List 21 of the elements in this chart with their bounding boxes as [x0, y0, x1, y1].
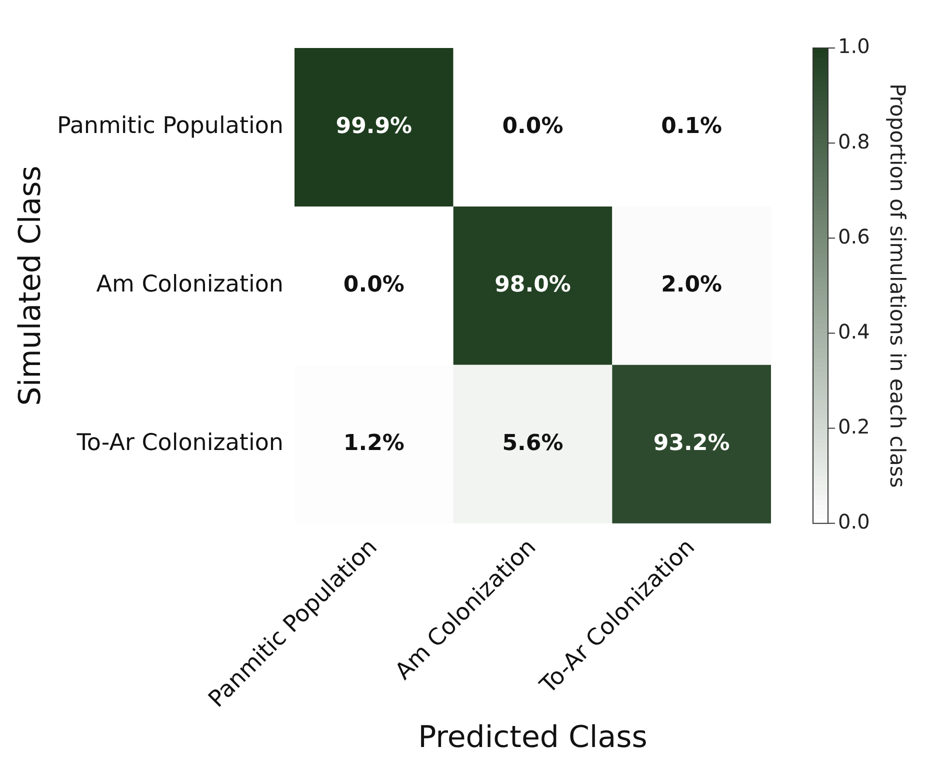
data-label: 1.2% — [343, 430, 404, 456]
y-tick-label: Am Colonization — [96, 272, 284, 298]
color-bar-label: 0.4 — [838, 319, 870, 344]
y-axis-title: Simulated Class — [12, 166, 48, 406]
y-tick-label: To-Ar Colonization — [76, 430, 284, 456]
y-tick-label: Panmitic Population — [56, 113, 284, 140]
color-bar-label: 0.2 — [838, 414, 870, 438]
data-label: 0.1% — [661, 114, 722, 139]
color-bar-label: 0.0 — [838, 510, 870, 534]
color-bar-label: 0.8 — [838, 129, 870, 154]
color-bar-label: 1.0 — [838, 34, 870, 58]
data-label: 0.0% — [343, 272, 404, 298]
data-label: 5.6% — [502, 430, 564, 456]
data-label: 2.0% — [661, 272, 722, 298]
data-label: 98.0% — [494, 272, 571, 298]
data-label: 93.2% — [653, 430, 730, 456]
data-label: 0.0% — [502, 114, 564, 139]
x-axis-title: Predicted Class — [418, 720, 648, 755]
color-bar-title: Proportion of simulations in each class — [886, 84, 910, 488]
data-label: 99.9% — [336, 114, 412, 139]
color-bar-label: 0.6 — [838, 224, 870, 248]
